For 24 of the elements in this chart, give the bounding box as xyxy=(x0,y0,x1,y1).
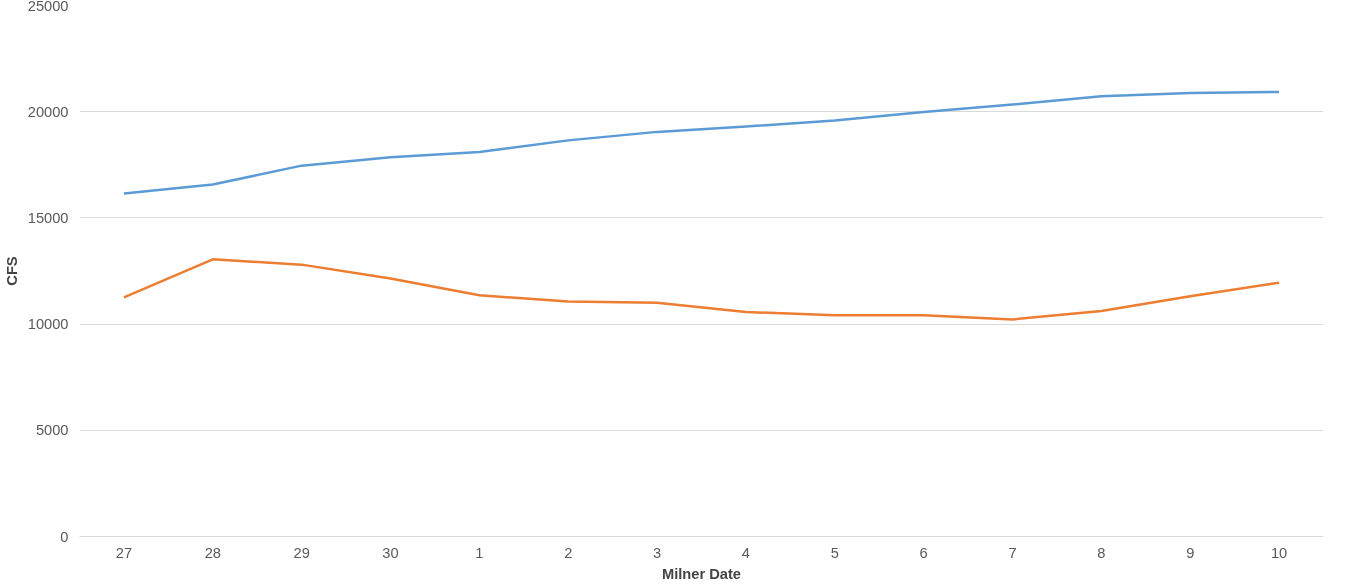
x-tick-label: 30 xyxy=(382,544,399,561)
x-tick-label: 7 xyxy=(1008,544,1017,561)
y-tick-label: 15000 xyxy=(27,209,69,226)
x-tick-label: 3 xyxy=(653,544,662,561)
line-series xyxy=(122,90,1281,195)
x-tick-label: 5 xyxy=(830,544,839,561)
x-tick-label: 8 xyxy=(1097,544,1106,561)
x-tick-label: 29 xyxy=(293,544,310,561)
x-tick-label: 1 xyxy=(475,544,484,561)
x-tick-label: 9 xyxy=(1186,544,1195,561)
x-tick-label: 4 xyxy=(741,544,751,561)
y-tick-label: 25000 xyxy=(27,0,69,14)
x-axis-title: Milner Date xyxy=(662,565,741,582)
x-tick-label: 2 xyxy=(564,544,573,561)
y-tick-label: 20000 xyxy=(27,103,69,120)
x-tick-label: 27 xyxy=(115,544,133,561)
y-tick-label: 0 xyxy=(60,528,69,545)
x-tick-label: 6 xyxy=(919,544,928,561)
x-tick-label: 28 xyxy=(204,544,221,561)
y-tick-label: 5000 xyxy=(35,422,69,439)
line-series xyxy=(122,258,1281,321)
y-axis-title: CFS xyxy=(3,256,20,286)
y-tick-label: 10000 xyxy=(27,316,69,333)
x-tick-label: 10 xyxy=(1270,544,1288,561)
